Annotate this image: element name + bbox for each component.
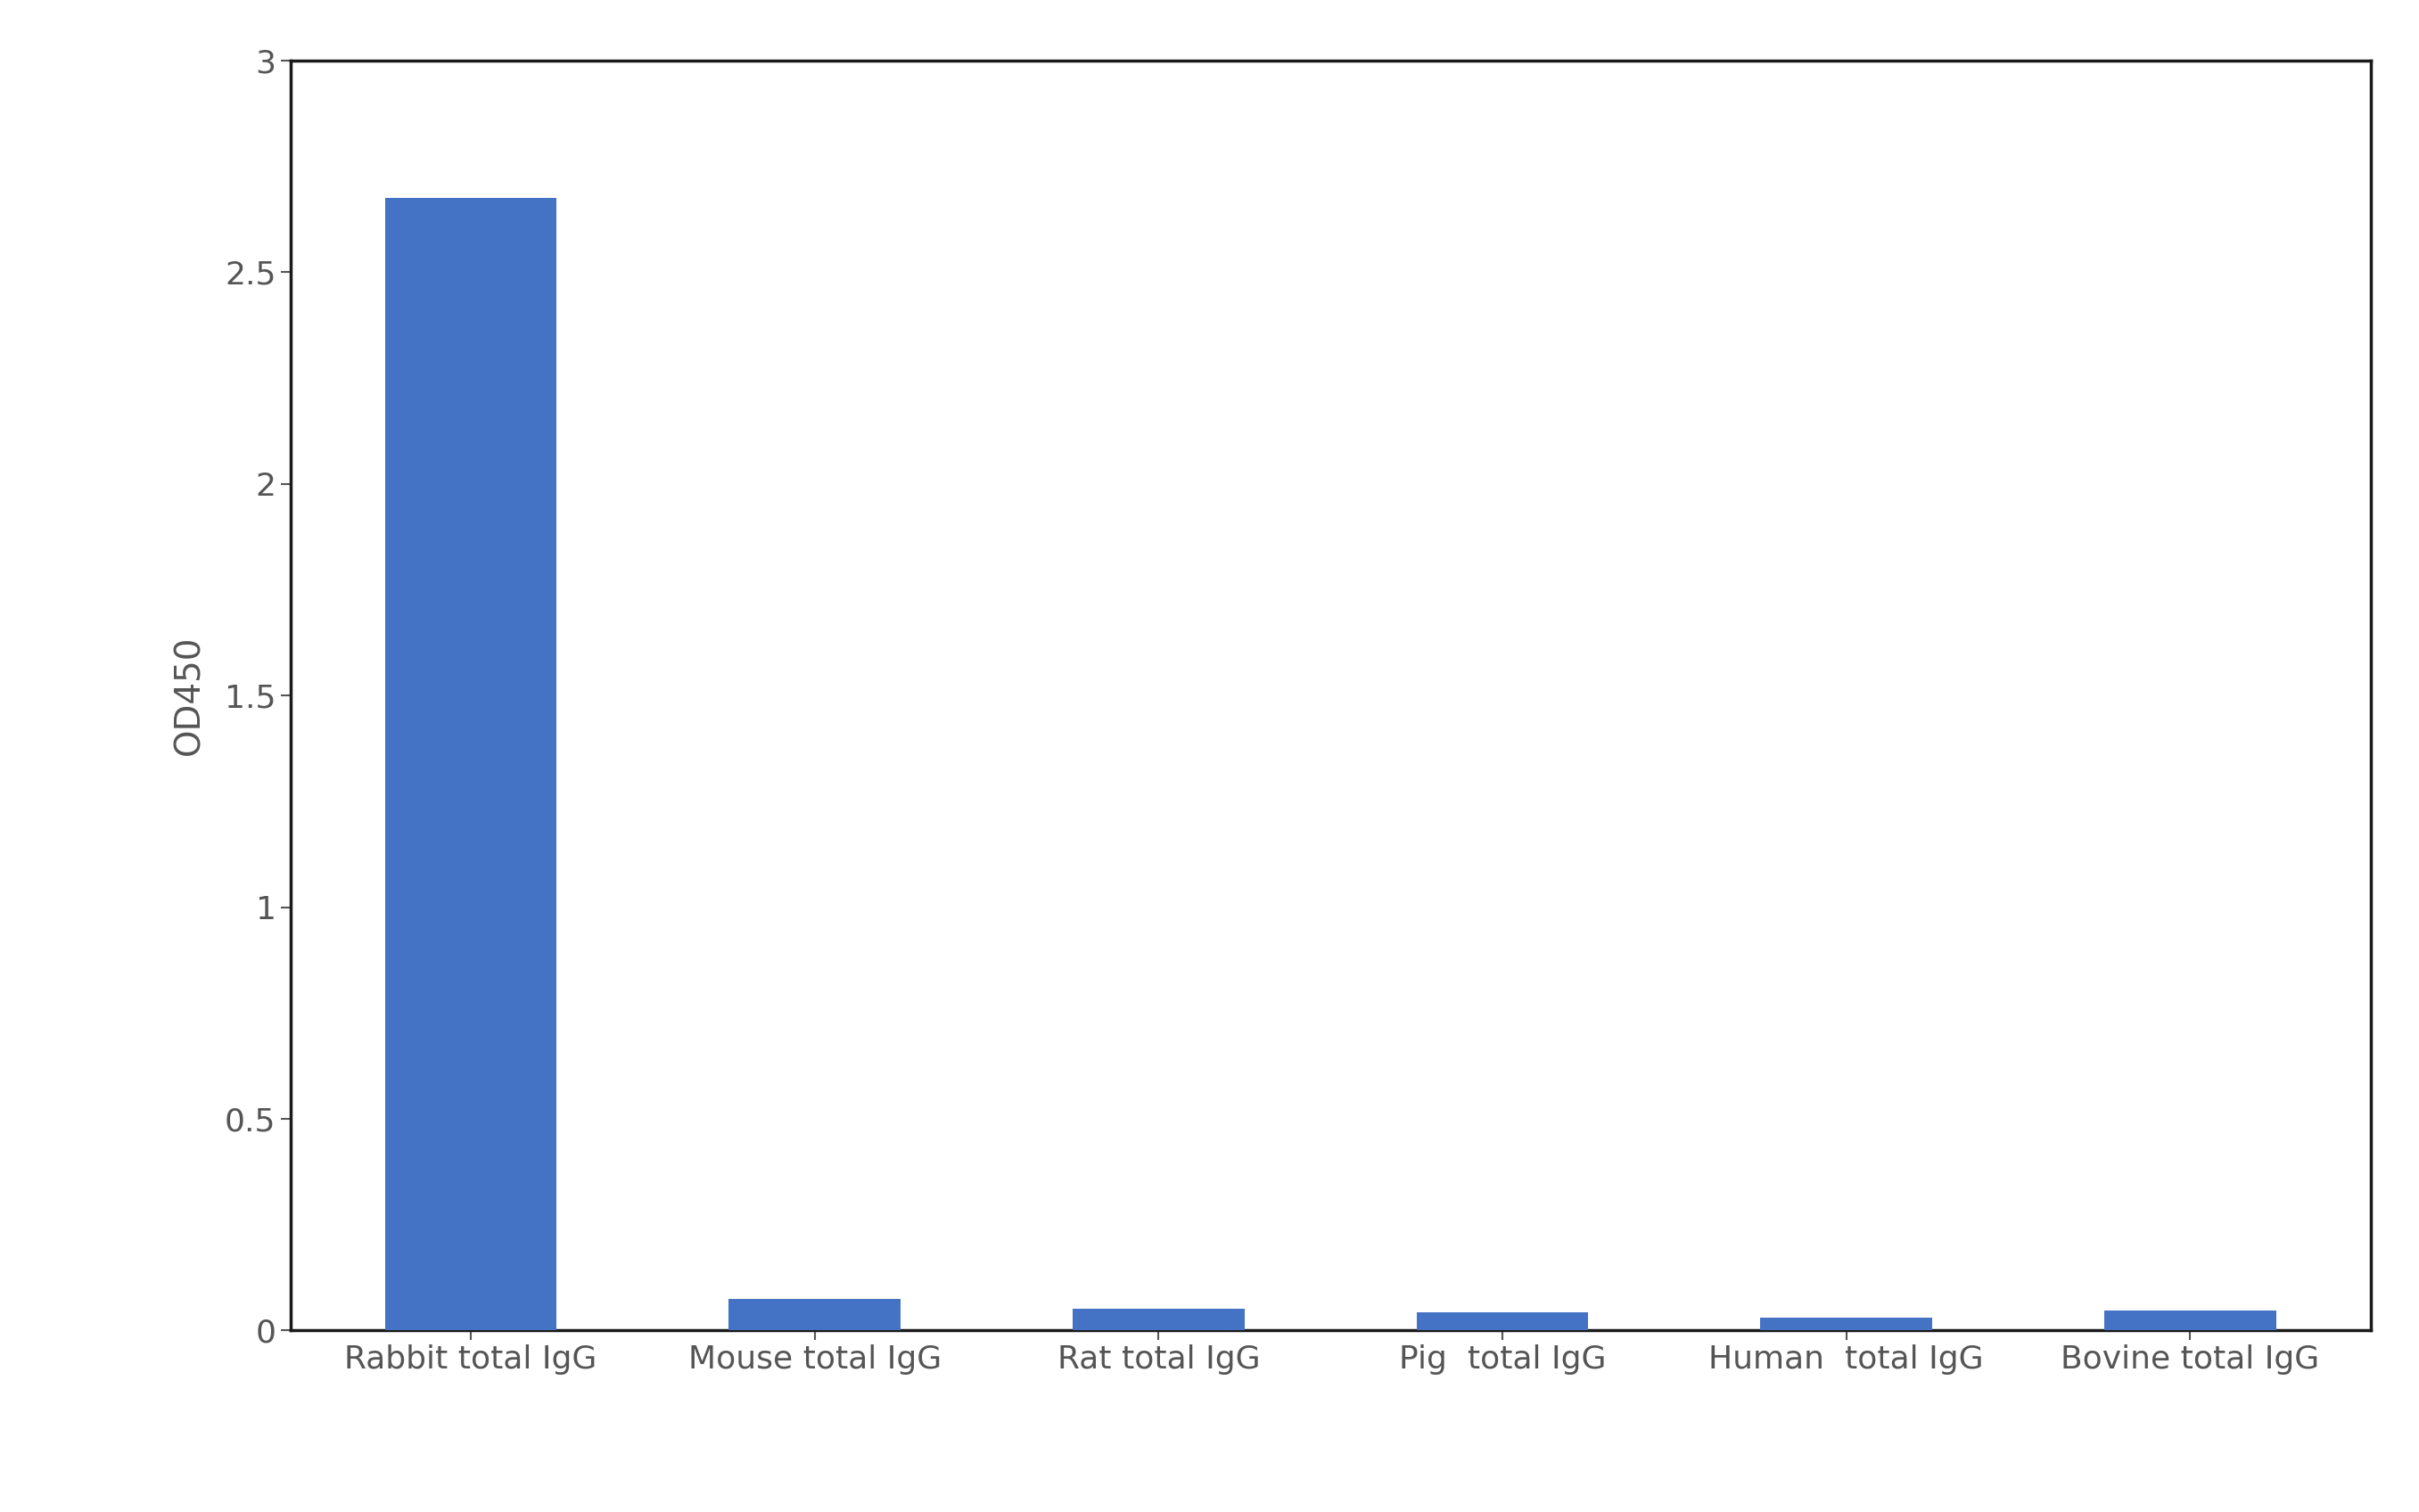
Y-axis label: OD450: OD450 — [172, 635, 206, 756]
Bar — [728, 1299, 900, 1331]
Bar — [1072, 1308, 1243, 1331]
Bar — [1761, 1318, 1933, 1331]
Bar — [1418, 1312, 1589, 1331]
Bar — [2105, 1311, 2276, 1331]
Bar — [385, 198, 556, 1331]
